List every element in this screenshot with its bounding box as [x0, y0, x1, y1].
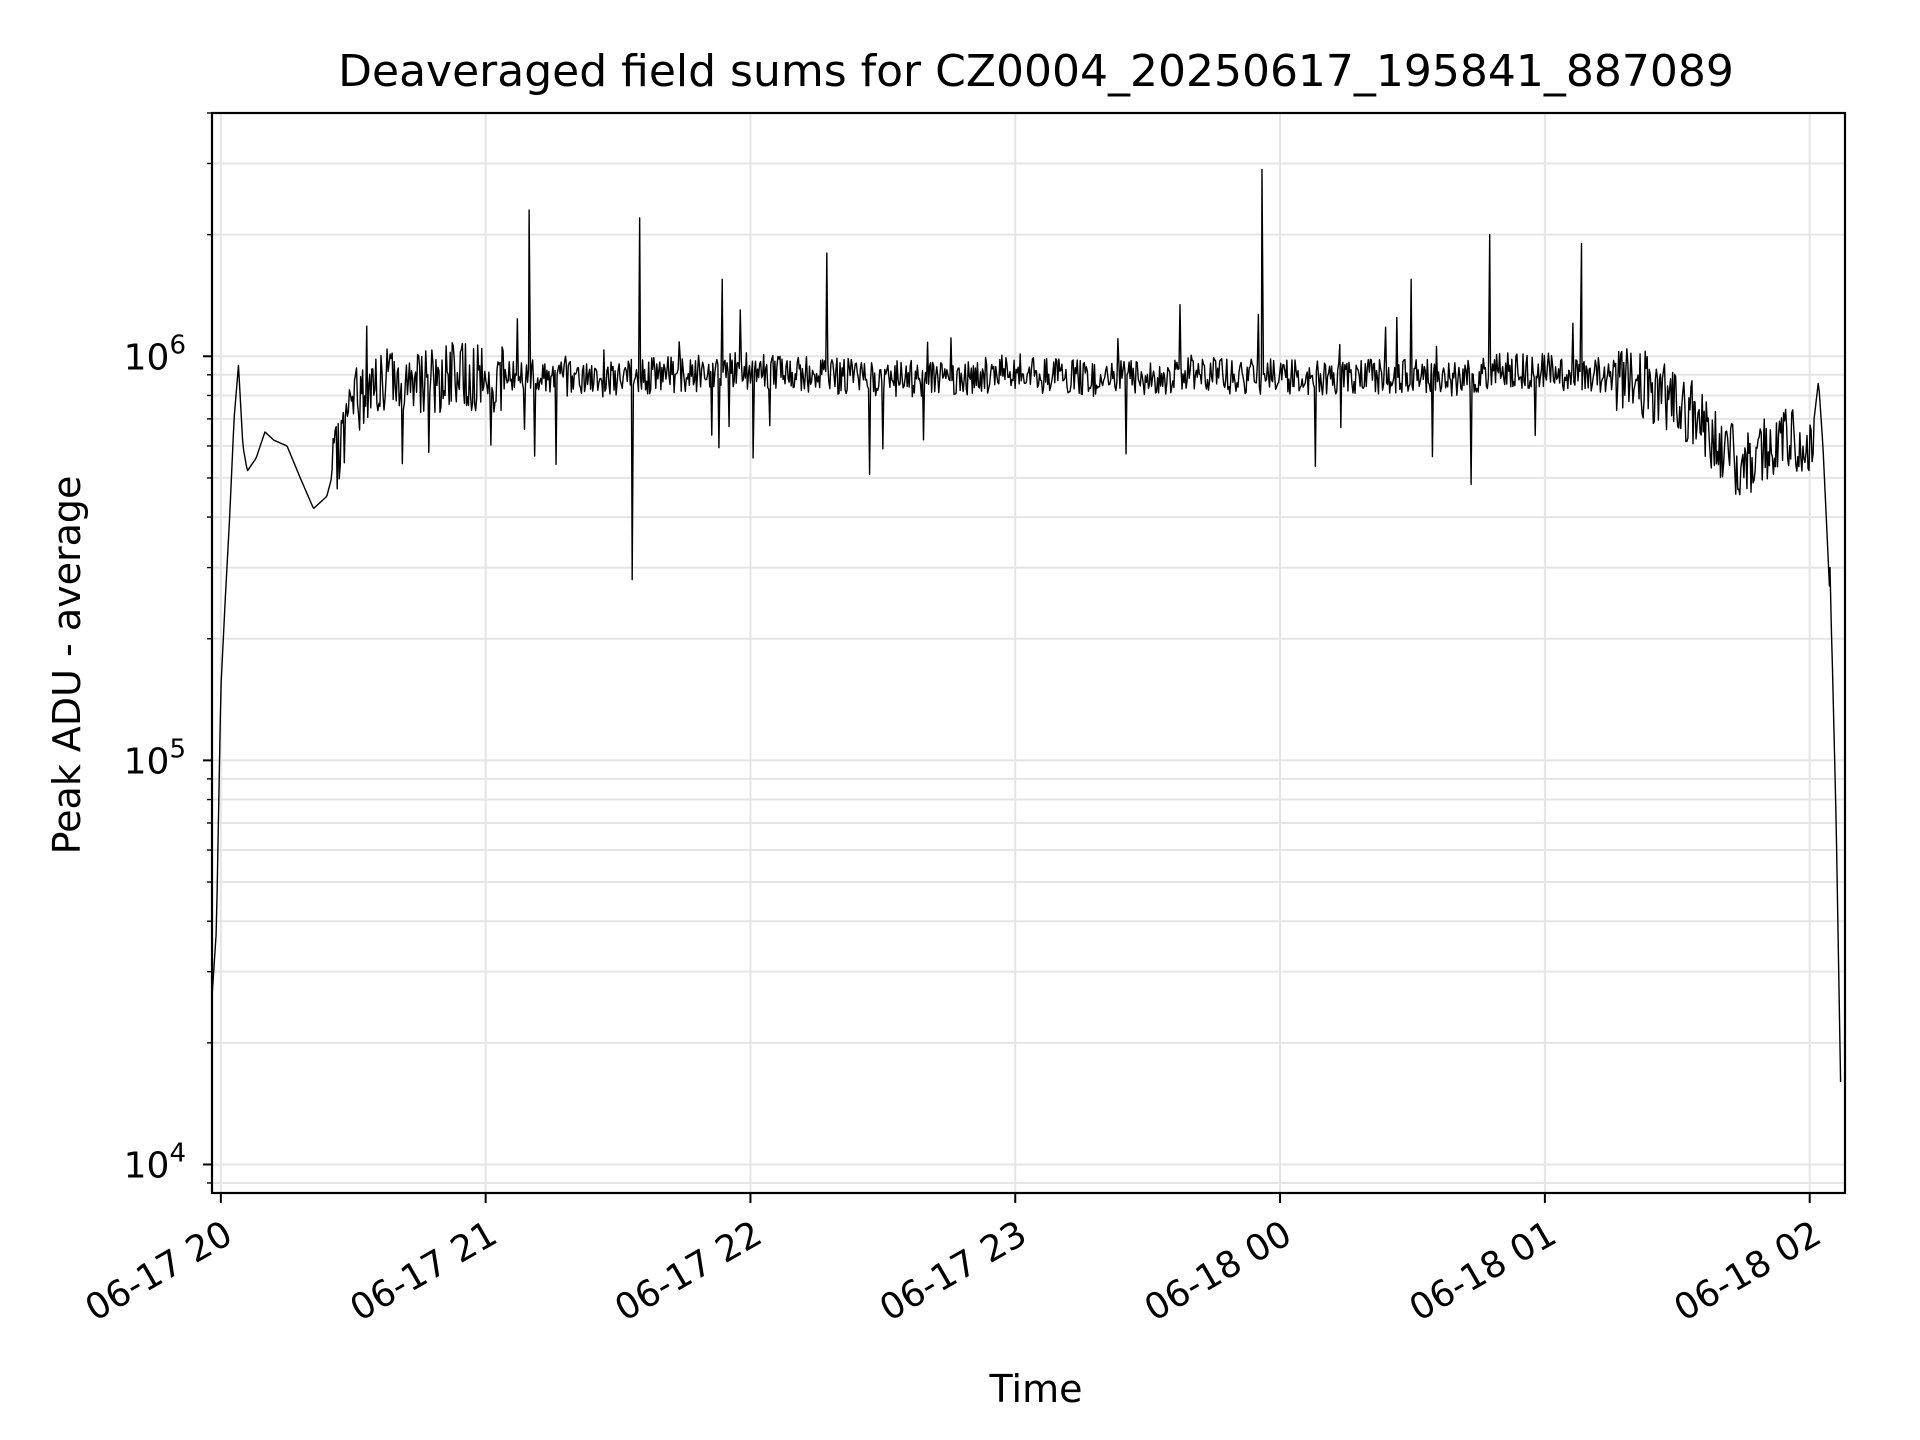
series-line — [211, 168, 1842, 1083]
y-axis-ticks: 104 105 106 — [124, 112, 212, 1186]
x-axis-label: Time — [989, 1367, 1083, 1411]
y-axis-label: Peak ADU - average — [45, 476, 89, 855]
plot-frame — [210, 111, 1847, 1195]
y-tick-label: 106 — [124, 330, 186, 378]
chart-title: Deaveraged field sums for CZ0004_2025061… — [338, 46, 1734, 97]
y-tick-label: 104 — [124, 1138, 186, 1186]
y-tick-label: 105 — [124, 734, 186, 782]
plot-line-group — [211, 168, 1842, 1083]
